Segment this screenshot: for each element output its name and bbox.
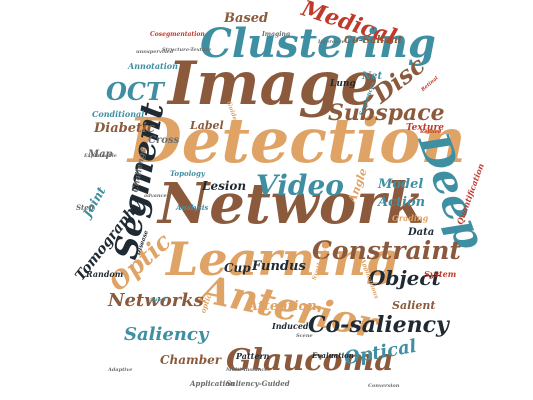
word-step: Step (76, 203, 94, 212)
word-analysis: Analysis (176, 203, 209, 212)
word-explainable: Explainable (84, 153, 117, 159)
word-action: Action (378, 195, 426, 210)
word-chamber: Chamber (160, 353, 222, 367)
word-network: Network (158, 171, 425, 237)
word-imaging: Imaging (262, 31, 291, 38)
word-map: Map (88, 149, 113, 160)
word-detection: Detection (128, 104, 466, 177)
word-scene: Scene (296, 333, 313, 339)
word-constraint: Constraint (312, 236, 461, 265)
word-glaucoma: Glaucoma (226, 343, 394, 378)
word-saliency-guided: Saliency-Guided (226, 379, 290, 388)
word-image: Image (168, 49, 379, 119)
word-adaptive: Adaptive (108, 367, 133, 373)
word-subspace: Subspace (328, 100, 445, 126)
word-salient: Salient (392, 299, 436, 312)
word-lesion: Lesion (202, 179, 247, 193)
word-net: Net (362, 71, 383, 82)
word-texture: Texture (406, 123, 444, 133)
word-conversion: Conversion (368, 383, 400, 389)
word-object: Object (368, 266, 441, 290)
word-oct: OCT (106, 77, 164, 106)
word-induced: Induced (272, 321, 309, 331)
word-based: Based (224, 11, 269, 26)
word-attention: Attention (248, 299, 317, 314)
word-video: Video (256, 169, 344, 202)
word-advanced: advanced (144, 193, 171, 199)
word-system: System (424, 269, 457, 279)
word-pattern: Pattern (236, 351, 270, 361)
word-saliency: Saliency (124, 324, 209, 345)
word-multi-instance: Multi-Instance (226, 367, 268, 373)
word-grading: Grading (392, 213, 429, 223)
word-random: Random (86, 269, 124, 279)
word-unsupervised: unsupervised (136, 49, 174, 55)
word-joint: Joint (80, 184, 109, 220)
word-application: Application (190, 379, 235, 388)
word-lung: Lung (330, 79, 356, 89)
word-co-saliency: Co-saliency (308, 312, 449, 338)
word-fundus: Fundus (252, 259, 306, 274)
word-annotation: Annotation (128, 61, 178, 71)
word-topology: Topology (170, 169, 205, 178)
word-co-salient: Co-Salient (344, 35, 403, 46)
word-evaluation: Evaluation (312, 351, 354, 360)
word-refined: Refined (420, 129, 442, 135)
word-learning: Learning (166, 232, 399, 286)
word-networks: Networks (108, 290, 204, 311)
word-super: Super (150, 297, 167, 303)
word-cup: Cup (224, 261, 251, 275)
word-cosegmentation: Cosegmentation (150, 31, 205, 38)
word-diabetic: Diabetic (94, 121, 155, 136)
word-clustering: Clustering (200, 20, 436, 67)
word-inference: Inference (318, 39, 345, 45)
word-structure-texture: Structure-Texture (162, 47, 212, 53)
word-cross: Cross (148, 135, 180, 146)
word-model: Model (378, 177, 424, 192)
word-label: Label (190, 119, 224, 132)
word-data: Data (408, 227, 435, 238)
word-conditional: Conditional (92, 109, 145, 119)
